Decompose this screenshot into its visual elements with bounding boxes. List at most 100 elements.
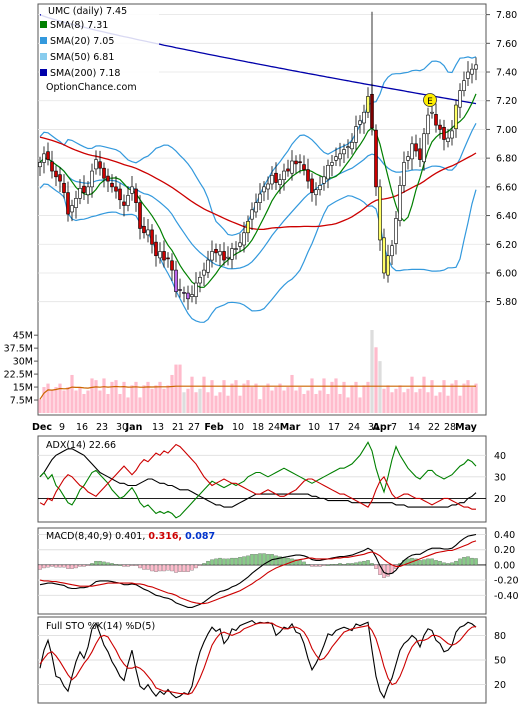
macd-histogram-bar <box>174 564 178 573</box>
volume-bar <box>106 393 110 413</box>
volume-bar <box>242 383 246 413</box>
macd-histogram-bar <box>206 560 210 566</box>
macd-histogram-bar <box>194 564 198 569</box>
candle-body <box>58 174 62 182</box>
macd-panel-frame <box>37 527 487 615</box>
candle-body <box>362 111 366 124</box>
x-axis-label: 31 <box>368 422 380 433</box>
candle-body <box>290 160 294 174</box>
macd-histogram-bar <box>78 564 82 567</box>
legend-label-sma8: SMA(8) 7.31 <box>50 20 108 31</box>
macd-histogram-bar <box>246 555 250 566</box>
volume-bar <box>450 383 454 413</box>
legend-item-sma200: SMA(200) 7.18 <box>40 68 120 79</box>
macd-histogram-bar <box>74 564 78 569</box>
macd-histogram-bar <box>230 557 234 566</box>
macd-histogram-bar <box>162 564 166 572</box>
macd-line-label: MACD(8,40,9) 0.401, <box>46 531 145 542</box>
macd-histogram-bar <box>442 562 446 566</box>
macd-histogram <box>38 553 478 578</box>
candle-body <box>142 226 146 234</box>
macd-histogram-bar <box>382 564 386 578</box>
volume-bar <box>366 381 370 413</box>
volume-bar <box>290 374 294 413</box>
macd-histogram-bar <box>66 564 70 569</box>
volume-bar <box>362 385 366 413</box>
candle-body <box>442 126 446 140</box>
legend-swatch-sma20 <box>40 37 47 44</box>
volume-bar <box>198 388 202 413</box>
macd-histogram-bar <box>354 562 358 566</box>
volume-bar <box>342 381 346 413</box>
macd-histogram-bar <box>338 563 342 566</box>
candle-body <box>210 251 214 261</box>
macd-histogram-bar <box>122 564 126 567</box>
sto-y-tick-label: 20 <box>494 680 506 691</box>
macd-histogram-bar <box>138 564 142 569</box>
volume-bar <box>186 388 190 413</box>
candle-body <box>114 186 118 192</box>
candle-body <box>122 201 126 206</box>
volume-bar <box>250 387 254 413</box>
macd-histogram-bar <box>350 563 354 566</box>
candle-body <box>422 133 426 163</box>
macd-histogram-bar <box>146 564 150 570</box>
macd-histogram-bar <box>154 564 158 572</box>
volume-bar <box>190 376 194 413</box>
macd-histogram-bar <box>82 564 86 567</box>
x-axis-label: Jan <box>125 422 143 433</box>
volume-bar <box>162 388 166 413</box>
volume-bar <box>138 397 142 413</box>
volume-bar <box>230 383 234 413</box>
macd-histogram-bar <box>466 556 470 566</box>
sto-y-tick-label: 80 <box>494 631 506 642</box>
volume-bar <box>146 381 150 413</box>
volume-y-tick-label: 15M <box>13 383 33 394</box>
sto-title: Full STO %K(14) %D(5) <box>46 621 155 632</box>
volume-bar <box>462 383 466 413</box>
candle-body <box>434 114 438 126</box>
macd-histogram-bar <box>274 555 278 566</box>
candle-body <box>430 111 434 114</box>
macd-histogram-bar <box>242 556 246 566</box>
volume-bar <box>410 376 414 413</box>
volume-bar <box>94 380 98 413</box>
adx-panel-frame <box>37 435 487 523</box>
macd-histogram-bar <box>262 553 266 566</box>
candle-body <box>382 237 386 274</box>
volume-bar <box>454 380 458 413</box>
legend-label-sma20: SMA(20) 7.05 <box>50 36 114 47</box>
legend-item-sma8: SMA(8) 7.31 <box>40 20 108 31</box>
macd-histogram-bar <box>46 564 50 568</box>
volume-bar <box>218 392 222 413</box>
candle-body <box>194 282 198 297</box>
candle-body <box>218 251 222 256</box>
macd-histogram-bar <box>86 564 90 566</box>
candle-body <box>174 269 178 292</box>
adx-panel: 40 30 20 ADX(14) 22.66 <box>37 435 506 523</box>
volume-bar <box>330 381 334 413</box>
volume-bar <box>122 381 126 413</box>
volume-bar <box>274 387 278 413</box>
candle-body <box>238 242 242 247</box>
macd-histogram-bar <box>286 557 290 566</box>
macd-histogram-bar <box>366 560 370 566</box>
volume-bar <box>238 395 242 413</box>
candle-body <box>354 126 358 143</box>
macd-histogram-bar <box>370 563 374 566</box>
macd-lines <box>39 533 477 608</box>
macd-histogram-bar <box>38 564 42 570</box>
macd-histogram-bar <box>278 556 282 566</box>
macd-histogram-bar <box>62 564 66 568</box>
volume-bar <box>422 376 426 413</box>
volume-bar <box>466 380 470 413</box>
macd-histogram-bar <box>254 554 258 566</box>
volume-bar <box>278 383 282 413</box>
earnings-marker-letter: E <box>427 97 433 107</box>
adx-series-line <box>39 441 477 519</box>
sma8-line <box>39 93 477 288</box>
legend-swatch-sma200 <box>40 69 47 76</box>
x-axis-label: 23 <box>96 422 108 433</box>
candle-body <box>294 160 298 165</box>
